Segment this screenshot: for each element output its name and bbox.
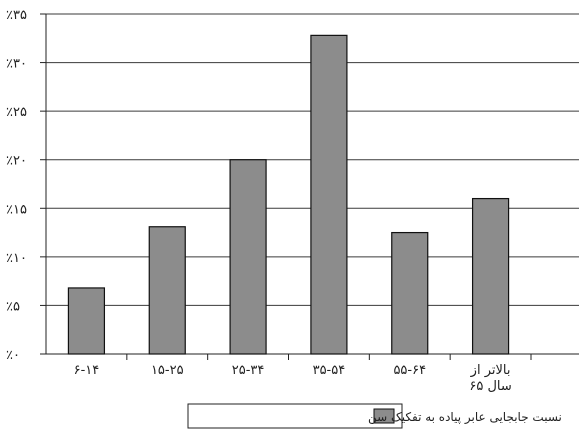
x-tick-label: ۵۵-۶۴ bbox=[393, 363, 426, 378]
bar bbox=[148, 226, 186, 355]
bars bbox=[67, 34, 510, 355]
x-tick-label: ۲۵-۳۴ bbox=[232, 363, 265, 378]
bar bbox=[229, 159, 267, 355]
legend-label: نسبت جابجایی عابر پیاده به تفکیک سن bbox=[368, 410, 562, 425]
y-tick-label: ٪۰ bbox=[6, 348, 20, 363]
y-tick-label: ٪۱۰ bbox=[6, 251, 27, 266]
x-tick-label: ۳۵-۵۴ bbox=[313, 363, 346, 378]
x-tick-label: ۶-۱۴ bbox=[74, 363, 100, 378]
y-tick-label: ٪۳۵ bbox=[6, 8, 27, 23]
x-tick-labels: ۶-۱۴ ۱۵-۲۵ ۲۵-۳۴ ۳۵-۵۴ ۵۵-۶۴ بالاتر از سال ۶۵ bbox=[74, 363, 512, 394]
bar bbox=[310, 34, 348, 355]
legend: نسبت جابجایی عابر پیاده به تفکیک سن bbox=[187, 403, 562, 429]
bar bbox=[471, 197, 510, 355]
y-tick-label: ٪۳۰ bbox=[6, 57, 27, 72]
x-tick-label: بالاتر از سال ۶۵ bbox=[469, 363, 511, 394]
bar bbox=[67, 287, 106, 355]
y-tick-label: ٪۲۵ bbox=[6, 105, 27, 120]
bar bbox=[391, 231, 429, 355]
y-tick-label: ٪۱۵ bbox=[6, 202, 27, 217]
y-tick-label: ٪۵ bbox=[6, 299, 20, 314]
legend-box bbox=[187, 403, 403, 429]
legend-swatch bbox=[373, 408, 395, 424]
y-tick-label: ٪۲۰ bbox=[6, 154, 27, 169]
x-tick-label: ۱۵-۲۵ bbox=[151, 363, 184, 378]
y-tick-labels: ٪۰ ٪۵ ٪۱۰ ٪۱۵ ٪۲۰ ٪۲۵ ٪۳۰ ٪۳۵ bbox=[6, 8, 27, 363]
